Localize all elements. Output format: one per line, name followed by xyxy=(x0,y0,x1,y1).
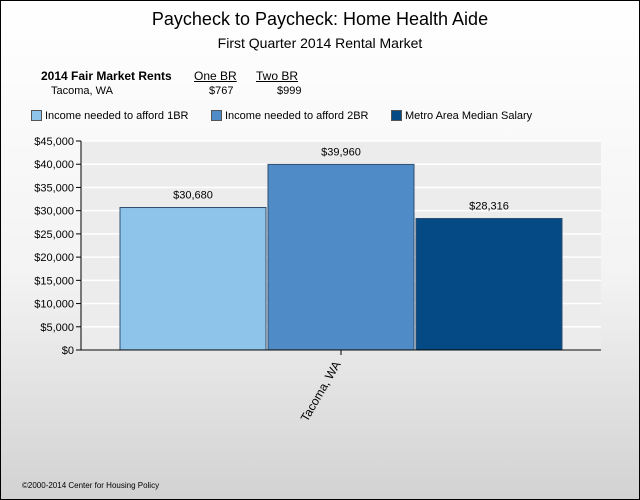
legend-swatch-2br xyxy=(211,110,222,121)
y-tick-label: $10,000 xyxy=(34,299,74,311)
chart-title: Paycheck to Paycheck: Home Health Aide xyxy=(151,9,489,29)
y-tick-label: $5,000 xyxy=(40,322,74,334)
y-tick-label: $20,000 xyxy=(34,252,74,264)
legend-label-2br: Income needed to afford 2BR xyxy=(225,110,369,122)
y-tick-label: $30,000 xyxy=(34,206,74,218)
legend-label-1br: Income needed to afford 1BR xyxy=(45,110,189,122)
bar xyxy=(415,217,563,351)
data-label: $39,960 xyxy=(321,146,361,158)
y-tick-label: $35,000 xyxy=(34,182,74,194)
copyright-text: ©2000-2014 Center for Housing Policy xyxy=(22,481,160,490)
legend-swatch-1br xyxy=(31,110,42,121)
fmr-two-br-value: $999 xyxy=(277,85,302,97)
y-tick-label: $15,000 xyxy=(34,275,74,287)
chart-subtitle: First Quarter 2014 Rental Market xyxy=(217,35,423,51)
fmr-label: 2014 Fair Market Rents xyxy=(41,69,172,83)
legend-label-median-salary: Metro Area Median Salary xyxy=(405,110,533,122)
bar xyxy=(119,207,267,351)
fmr-one-br-value: $767 xyxy=(209,85,234,97)
y-tick-label: $40,000 xyxy=(34,159,74,171)
y-tick-label: $25,000 xyxy=(34,229,74,241)
fmr-col-one-br: One BR xyxy=(194,69,237,83)
y-tick-label: $45,000 xyxy=(34,136,74,148)
y-tick-label: $0 xyxy=(62,345,74,357)
data-label: $28,316 xyxy=(469,200,509,212)
x-category-label: Tacoma, WA xyxy=(298,359,344,425)
legend-swatch-median-salary xyxy=(391,110,402,121)
bar xyxy=(267,163,415,351)
fmr-col-two-br: Two BR xyxy=(256,69,299,83)
fmr-location: Tacoma, WA xyxy=(51,85,113,97)
data-label: $30,680 xyxy=(173,190,213,202)
